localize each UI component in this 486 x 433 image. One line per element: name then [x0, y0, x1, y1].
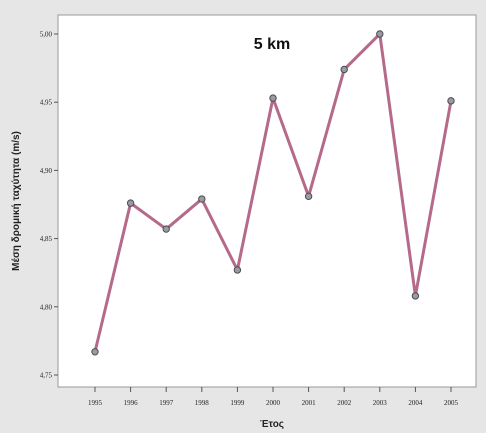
x-axis-title: Έτος — [260, 419, 284, 430]
data-point — [447, 97, 455, 105]
data-point — [162, 225, 170, 233]
y-tick-label: 4,85 — [40, 235, 53, 243]
x-tick-label: 2001 — [302, 399, 317, 407]
data-point — [198, 195, 206, 203]
data-point — [340, 65, 348, 74]
y-tick-label: 4,95 — [40, 99, 53, 107]
plot-area — [57, 14, 477, 388]
x-tick-label: 1998 — [195, 399, 210, 407]
x-axis: 1995 1996 1997 1998 1999 2000 2001 2002 2003 2004… — [88, 387, 459, 407]
y-tick-label: 4,75 — [40, 372, 53, 380]
data-point — [304, 192, 313, 201]
data-point — [126, 199, 135, 207]
data-point — [233, 266, 242, 274]
x-tick-label: 2004 — [408, 399, 423, 407]
data-point — [411, 292, 420, 300]
chart-title: 5 km — [254, 36, 290, 53]
x-tick-label: 1996 — [124, 399, 139, 407]
x-tick-label: 1999 — [230, 399, 245, 407]
x-tick-label: 2003 — [373, 399, 388, 407]
x-tick-label: 2002 — [337, 399, 352, 407]
data-point — [91, 348, 99, 356]
data-point — [376, 30, 384, 38]
y-tick-label: 4,80 — [40, 303, 53, 311]
x-tick-label: 2000 — [266, 399, 281, 407]
y-axis: 4,75 4,80 4,85 4,90 4,95 5,00 — [40, 31, 58, 380]
y-tick-label: 5,00 — [40, 31, 53, 39]
data-point — [269, 94, 277, 102]
x-tick-label: 1997 — [159, 399, 174, 407]
y-tick-label: 4,90 — [40, 167, 53, 175]
x-tick-label: 1995 — [88, 399, 103, 407]
x-tick-label: 2005 — [444, 399, 459, 407]
y-axis-title: Μέση δρομική ταχύτητα (m/s) — [11, 131, 22, 271]
series-markers — [91, 30, 455, 356]
